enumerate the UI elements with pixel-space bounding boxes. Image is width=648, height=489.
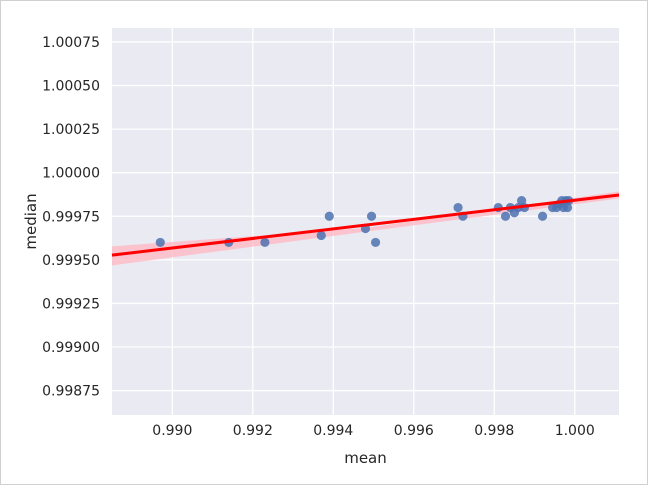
y-axis-label: median (22, 193, 40, 249)
data-point (500, 211, 511, 221)
y-tick-label: 0.99925 (42, 296, 100, 312)
y-tick-label: 0.99975 (42, 209, 100, 225)
data-point (453, 202, 463, 213)
data-point (260, 237, 270, 248)
data-point (370, 237, 381, 248)
y-tick-label: 0.99875 (42, 384, 100, 400)
x-tick-label: 0.994 (313, 423, 353, 439)
x-tick-label: 0.992 (233, 423, 273, 439)
data-point (366, 211, 377, 221)
y-tick-labels: 0.99875 0.99900 0.99925 0.99950 0.99975 1.000… (42, 35, 100, 400)
data-point (562, 202, 573, 213)
x-tick-label: 0.990 (152, 423, 192, 439)
y-tick-label: 1.00000 (42, 166, 100, 182)
y-tick-label: 0.99950 (42, 253, 100, 269)
x-axis-label: mean (344, 449, 387, 467)
x-tick-label: 1.000 (555, 423, 595, 439)
grid-lines (112, 28, 619, 415)
y-tick-label: 1.00025 (42, 122, 100, 138)
y-tick-label: 1.00050 (42, 79, 100, 95)
data-points (155, 195, 574, 248)
data-point (537, 211, 548, 221)
data-point (155, 237, 165, 248)
data-point (517, 195, 527, 206)
plot-area (112, 28, 619, 415)
data-point (316, 230, 326, 241)
x-tick-labels: 0.990 0.992 0.994 0.996 0.998 1.000 (152, 423, 594, 439)
x-tick-label: 0.998 (474, 423, 514, 439)
data-point (324, 211, 334, 221)
regression-line-group (111, 193, 620, 257)
y-tick-label: 1.00075 (42, 35, 100, 51)
y-tick-label: 0.99900 (42, 340, 100, 356)
x-tick-label: 0.996 (394, 423, 434, 439)
regression-line (111, 193, 620, 257)
